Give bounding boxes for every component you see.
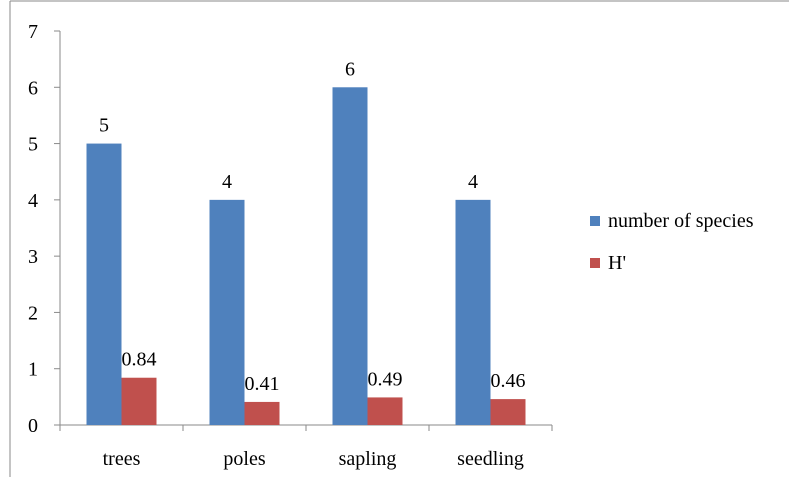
data-label: 6 [345,58,355,80]
legend-swatch [590,216,600,226]
legend-label: number of species [608,210,754,232]
bar-species-poles [209,199,245,425]
y-tick-label: 6 [28,77,38,99]
legend: number of species H' [590,210,754,274]
data-label: 5 [99,115,109,137]
x-tick-label: sapling [339,448,397,470]
data-label: 0.46 [491,370,526,392]
y-tick-label: 5 [28,134,38,156]
data-labels: 5 0.84 4 0.41 6 0.49 4 0.46 [99,58,526,395]
y-tick-label: 3 [28,246,38,268]
bar-h-prime-poles [244,401,280,425]
y-tick-label: 2 [28,302,38,324]
data-label: 0.84 [122,349,157,371]
bars [86,87,526,426]
y-tick-label: 7 [28,21,38,43]
bar-species-sapling [332,87,368,426]
bar-species-trees [86,143,122,426]
data-label: 0.41 [245,373,280,395]
x-tick-label: poles [223,448,265,470]
x-tick-label: seedling [457,448,524,470]
x-tick-label: trees [103,448,141,470]
data-label: 0.49 [368,368,403,390]
y-tick-label: 4 [28,190,38,212]
data-label: 4 [468,171,478,193]
bar-h-prime-sapling [367,397,403,425]
legend-swatch [590,258,600,268]
y-tick-label: 1 [28,359,38,381]
data-label: 4 [222,171,232,193]
x-axis: trees poles sapling seedling [59,424,553,470]
y-axis: 0 1 2 3 4 5 6 7 [28,21,61,437]
legend-label: H' [608,252,626,274]
bar-h-prime-seedling [490,399,526,425]
bar-species-seedling [455,199,491,425]
bar-h-prime-trees [121,377,157,425]
y-tick-label: 0 [28,415,38,437]
